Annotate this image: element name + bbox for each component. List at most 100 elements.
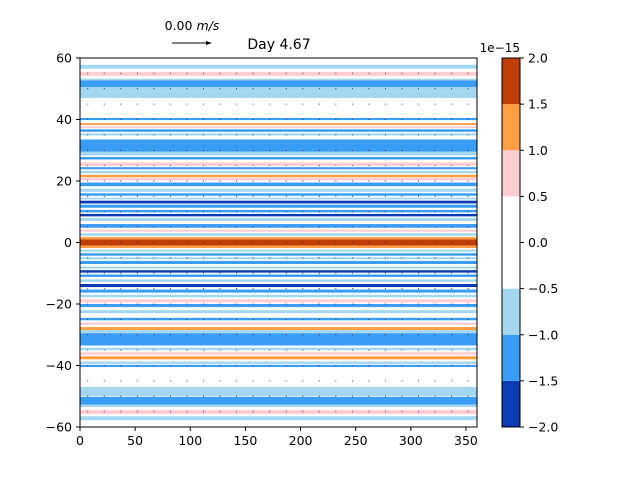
quiver-point <box>269 334 271 336</box>
quiver-point <box>318 411 320 413</box>
quiver-point <box>103 180 105 182</box>
quiver-point <box>87 180 89 182</box>
quiver-point <box>203 149 205 151</box>
quiver-point <box>203 349 205 351</box>
quiver-point <box>87 195 89 197</box>
quiver-point <box>401 380 403 382</box>
quiver-point <box>120 365 122 366</box>
quiver-point <box>434 380 436 382</box>
quiver-point <box>169 303 171 305</box>
quiver-point <box>335 119 337 120</box>
quiver-point <box>302 88 304 90</box>
quiver-point <box>302 380 304 382</box>
quiver-point <box>318 318 320 320</box>
quiver-point <box>219 395 221 397</box>
quiver-point <box>384 103 386 105</box>
quiver-point <box>219 257 221 259</box>
quiver-point <box>203 272 205 274</box>
contour-band <box>80 213 477 217</box>
quiver-point <box>434 149 436 151</box>
colorbar-axis: −2.0 −1.5 −1.0 −0.5 0.0 0.5 1.0 1.5 2.0 <box>520 51 558 435</box>
quiver-point <box>203 211 205 213</box>
quiver-point <box>335 411 337 413</box>
quiver-point <box>169 180 171 182</box>
quiver-point <box>418 318 420 320</box>
quiver-point <box>87 365 89 366</box>
quiver-point <box>434 272 436 274</box>
quiver-point <box>467 288 469 290</box>
quiver-point <box>120 211 122 213</box>
quiver-point <box>318 134 320 136</box>
quiver-point <box>219 180 221 182</box>
colorbar-segment <box>502 196 520 289</box>
quiver-point <box>219 134 221 136</box>
colorbar-tick-label: 2.0 <box>528 51 548 66</box>
quiver-point <box>120 318 122 320</box>
quiver-point <box>252 349 254 351</box>
quiver-point <box>120 149 122 151</box>
quiver-point <box>236 88 238 90</box>
quiver-key-label: 0.00 m/s <box>165 18 220 33</box>
quiver-point <box>87 149 89 151</box>
quiver-point <box>451 411 453 413</box>
contour-band <box>80 330 477 334</box>
x-tick-label: 250 <box>344 433 368 448</box>
quiver-point <box>186 334 188 336</box>
quiver-point <box>318 272 320 274</box>
quiver-point <box>87 242 89 243</box>
quiver-point <box>351 72 353 74</box>
quiver-point <box>318 195 320 197</box>
quiver-point <box>351 149 353 151</box>
quiver-point <box>169 195 171 197</box>
quiver-point <box>467 165 469 167</box>
quiver-point <box>87 334 89 336</box>
quiver-point <box>351 334 353 336</box>
quiver-point <box>103 242 105 243</box>
quiver-point <box>434 303 436 305</box>
quiver-point <box>451 242 453 243</box>
quiver-point <box>203 88 205 90</box>
quiver-point <box>219 288 221 290</box>
colorbar-segment <box>502 104 520 151</box>
quiver-point <box>186 195 188 197</box>
quiver-point <box>203 303 205 305</box>
quiver-point <box>186 242 188 243</box>
contour-band <box>80 294 477 298</box>
quiver-point <box>384 195 386 197</box>
quiver-point <box>418 242 420 243</box>
quiver-point <box>451 380 453 382</box>
quiver-point <box>451 318 453 320</box>
quiver-point <box>252 180 254 182</box>
x-tick-label: 100 <box>178 433 202 448</box>
y-tick-label: −40 <box>46 358 72 373</box>
contour-band <box>80 71 477 76</box>
contour-band <box>80 78 477 81</box>
contour-band <box>80 217 477 221</box>
colorbar-scale-label: 1e−15 <box>480 41 520 55</box>
quiver-point <box>434 103 436 105</box>
quiver-point <box>434 257 436 259</box>
quiver-point <box>351 411 353 413</box>
quiver-point <box>252 242 254 243</box>
quiver-point <box>467 334 469 336</box>
quiver-point <box>103 211 105 213</box>
quiver-point <box>153 88 155 90</box>
colorbar-tick-label: 0.5 <box>528 189 548 204</box>
quiver-point <box>368 318 370 320</box>
contour-band <box>80 204 477 208</box>
quiver-point <box>103 149 105 151</box>
quiver-point <box>302 195 304 197</box>
quiver-point <box>120 411 122 413</box>
quiver-point <box>318 149 320 151</box>
quiver-point <box>87 211 89 213</box>
quiver-point <box>467 195 469 197</box>
contour-band <box>80 266 477 269</box>
quiver-point <box>351 257 353 259</box>
quiver-point <box>302 103 304 105</box>
quiver-point <box>186 103 188 105</box>
contour-band <box>80 347 477 351</box>
quiver-point <box>351 165 353 167</box>
contour-band <box>80 239 477 246</box>
quiver-point <box>401 272 403 274</box>
